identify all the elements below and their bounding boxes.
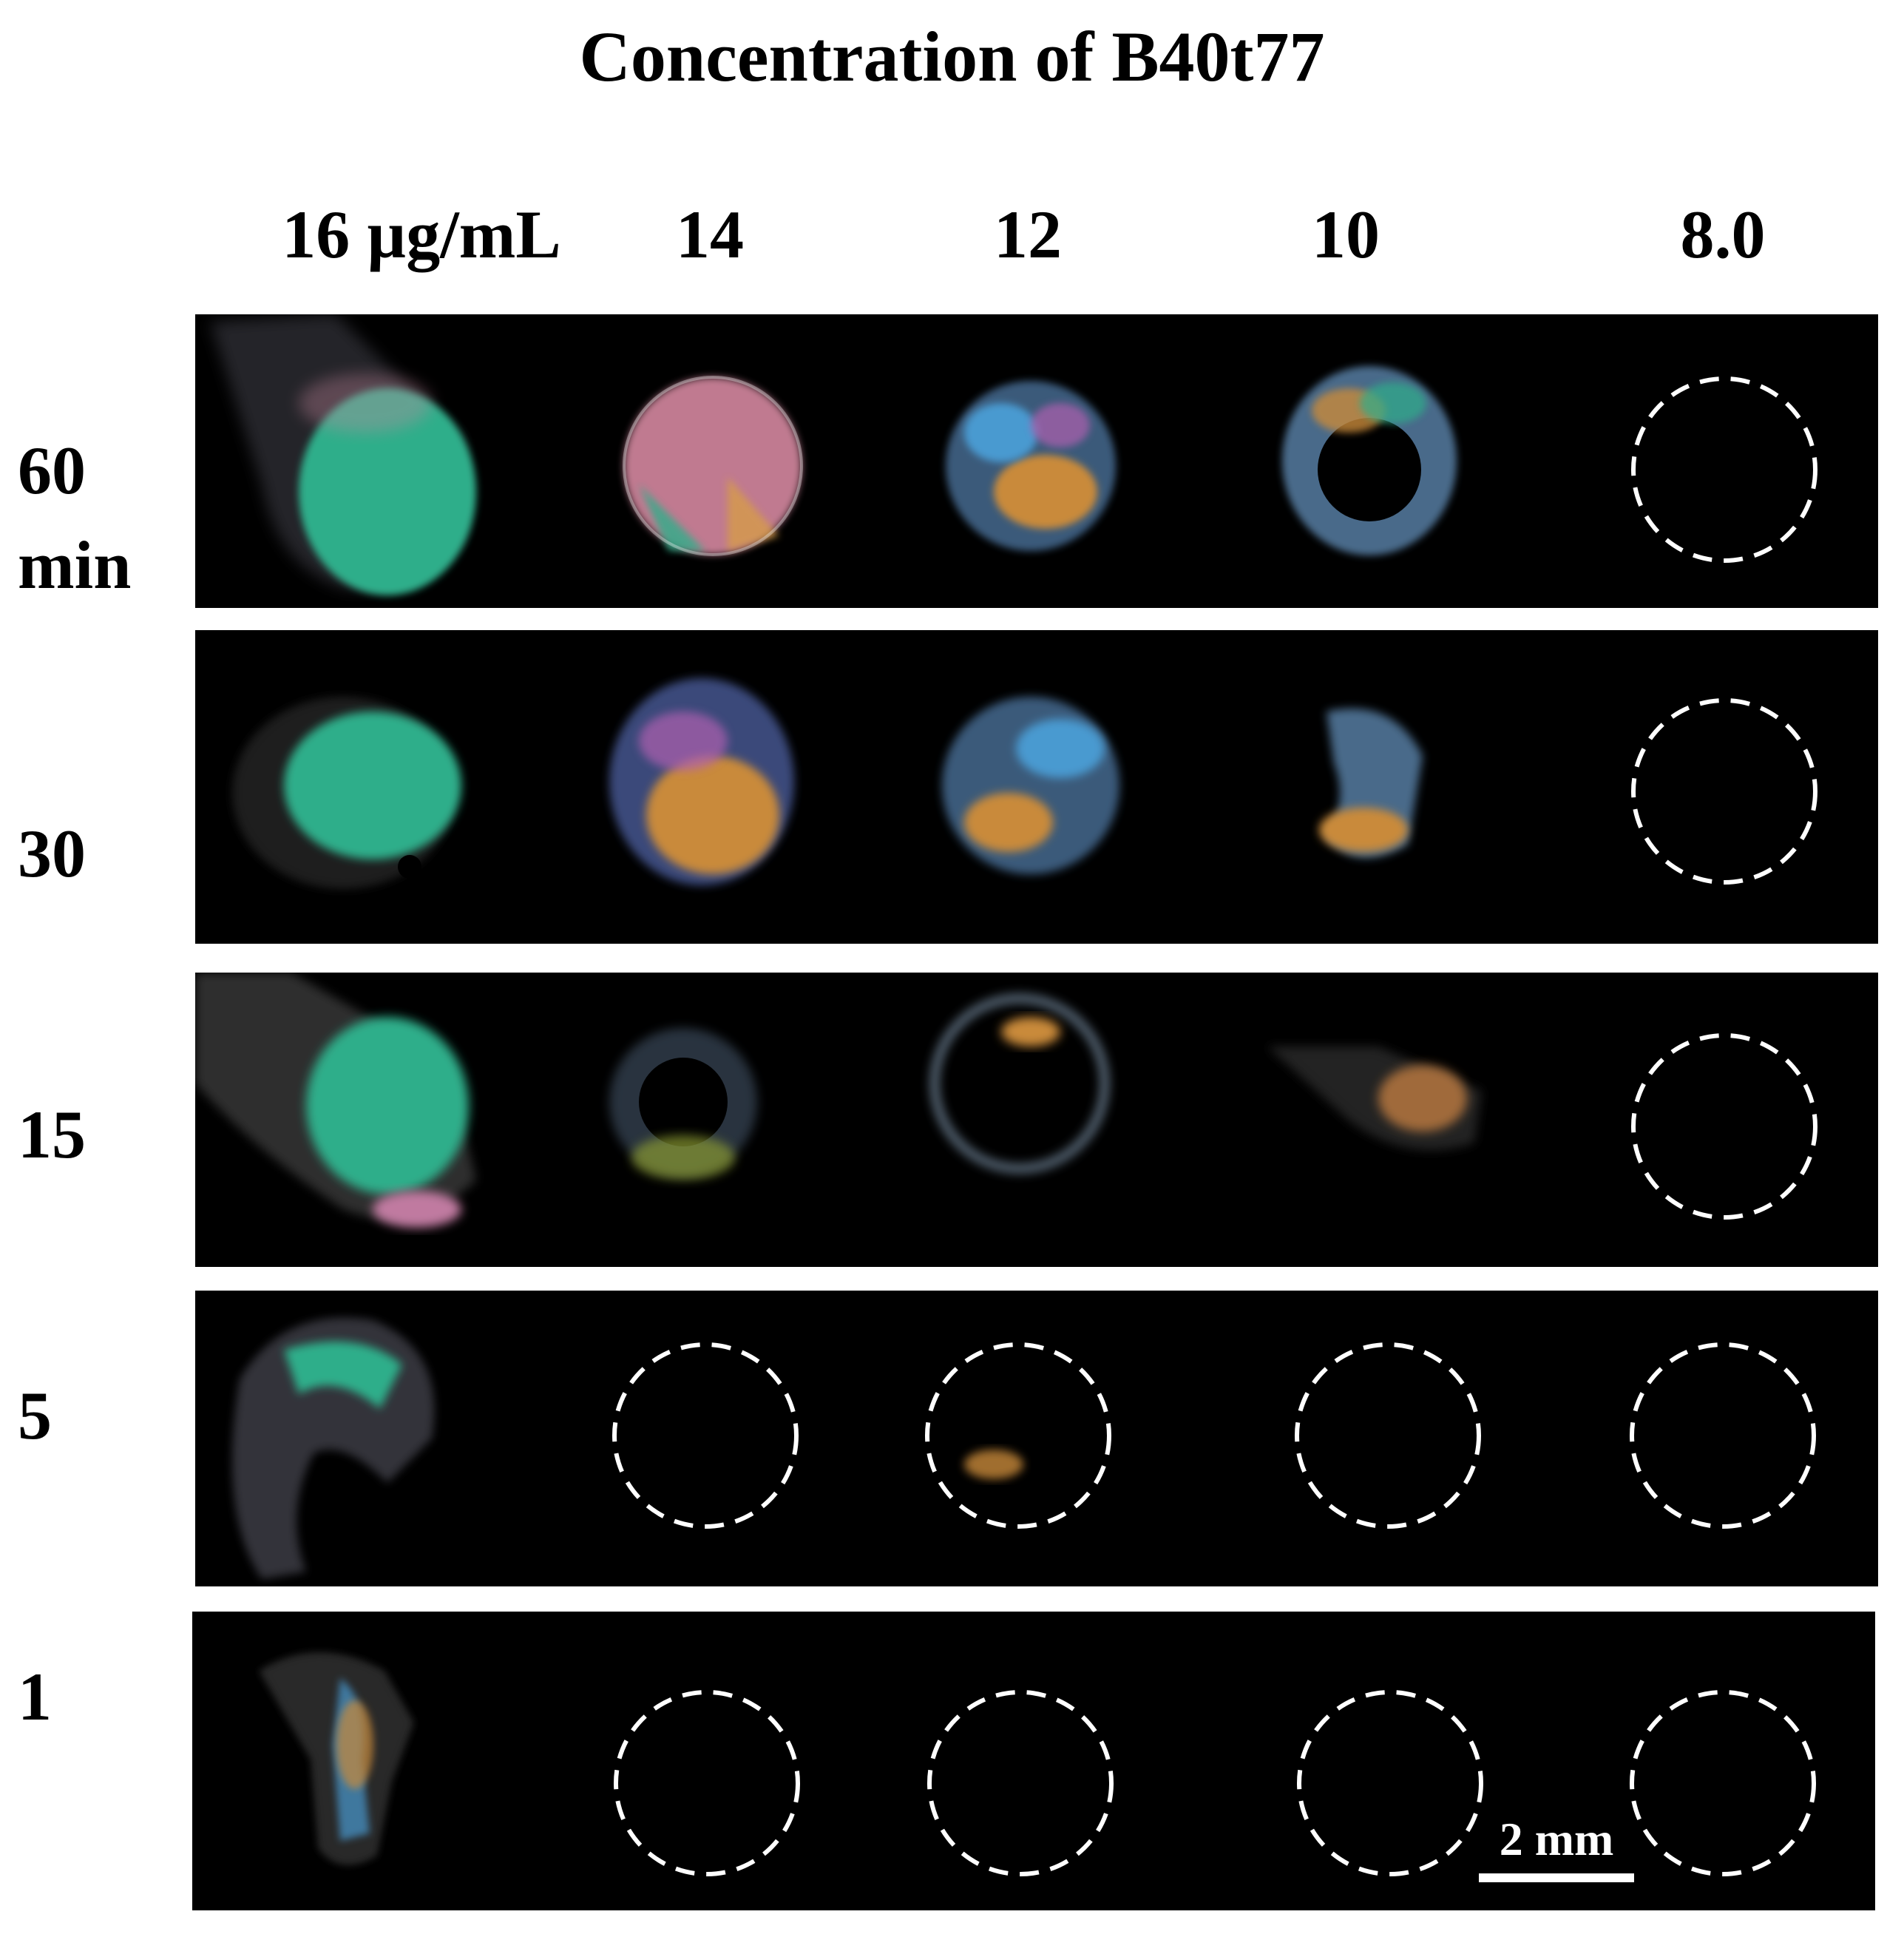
image-row-1 <box>192 1612 1875 1910</box>
column-label-14: 14 <box>676 197 744 272</box>
droplet-16-60 <box>210 314 476 595</box>
droplet-12-15 <box>930 994 1109 1173</box>
image-row-60 <box>195 314 1878 608</box>
droplet-10-30 <box>1319 709 1423 858</box>
droplet-14-15 <box>609 1028 757 1180</box>
dashed-circle-10-5 <box>1295 1342 1481 1529</box>
scale-bar-label: 2 mm <box>1499 1813 1614 1865</box>
droplet-16-1 <box>259 1652 414 1865</box>
droplet-12-5 <box>964 1450 1023 1479</box>
figure-title: Concentration of B40t77 <box>579 17 1325 96</box>
droplet-14-60 <box>623 376 803 556</box>
row-label-1: 1 <box>18 1659 52 1734</box>
dashed-circle-8-60 <box>1631 376 1817 563</box>
row-label-60-unit: min <box>18 527 132 603</box>
dashed-circle-8-1 <box>1630 1690 1816 1876</box>
dashed-circle-14-1 <box>614 1690 800 1876</box>
column-label-10: 10 <box>1312 197 1380 272</box>
row-label-60-value: 60 <box>18 433 86 508</box>
dashed-circle-12-1 <box>927 1690 1114 1876</box>
droplet-10-15 <box>1267 1047 1482 1150</box>
column-label-8: 8.0 <box>1680 197 1766 272</box>
image-row-5 <box>195 1291 1878 1586</box>
droplet-10-60 <box>1282 366 1457 555</box>
droplet-12-60 <box>946 381 1116 551</box>
dashed-circle-8-15 <box>1631 1033 1817 1220</box>
row-label-5: 5 <box>18 1378 52 1453</box>
dashed-circle-12-5 <box>925 1342 1111 1529</box>
row-label-60: 60 min <box>18 423 131 612</box>
column-label-16: 16 µg/mL <box>282 197 561 272</box>
dashed-circle-8-5 <box>1630 1342 1816 1529</box>
droplet-12-30 <box>942 697 1119 874</box>
droplet-16-30 <box>232 697 461 889</box>
droplet-16-5 <box>232 1317 435 1579</box>
droplet-16-15 <box>195 973 476 1228</box>
row-label-30: 30 <box>18 816 86 891</box>
image-row-30 <box>195 630 1878 944</box>
image-row-15 <box>195 973 1878 1267</box>
dashed-circle-10-1 <box>1297 1690 1483 1876</box>
row-label-15: 15 <box>18 1097 86 1172</box>
column-label-12: 12 <box>994 197 1062 272</box>
dashed-circle-14-5 <box>612 1342 799 1529</box>
dashed-circle-8-30 <box>1631 698 1817 885</box>
droplet-14-30 <box>609 678 794 885</box>
